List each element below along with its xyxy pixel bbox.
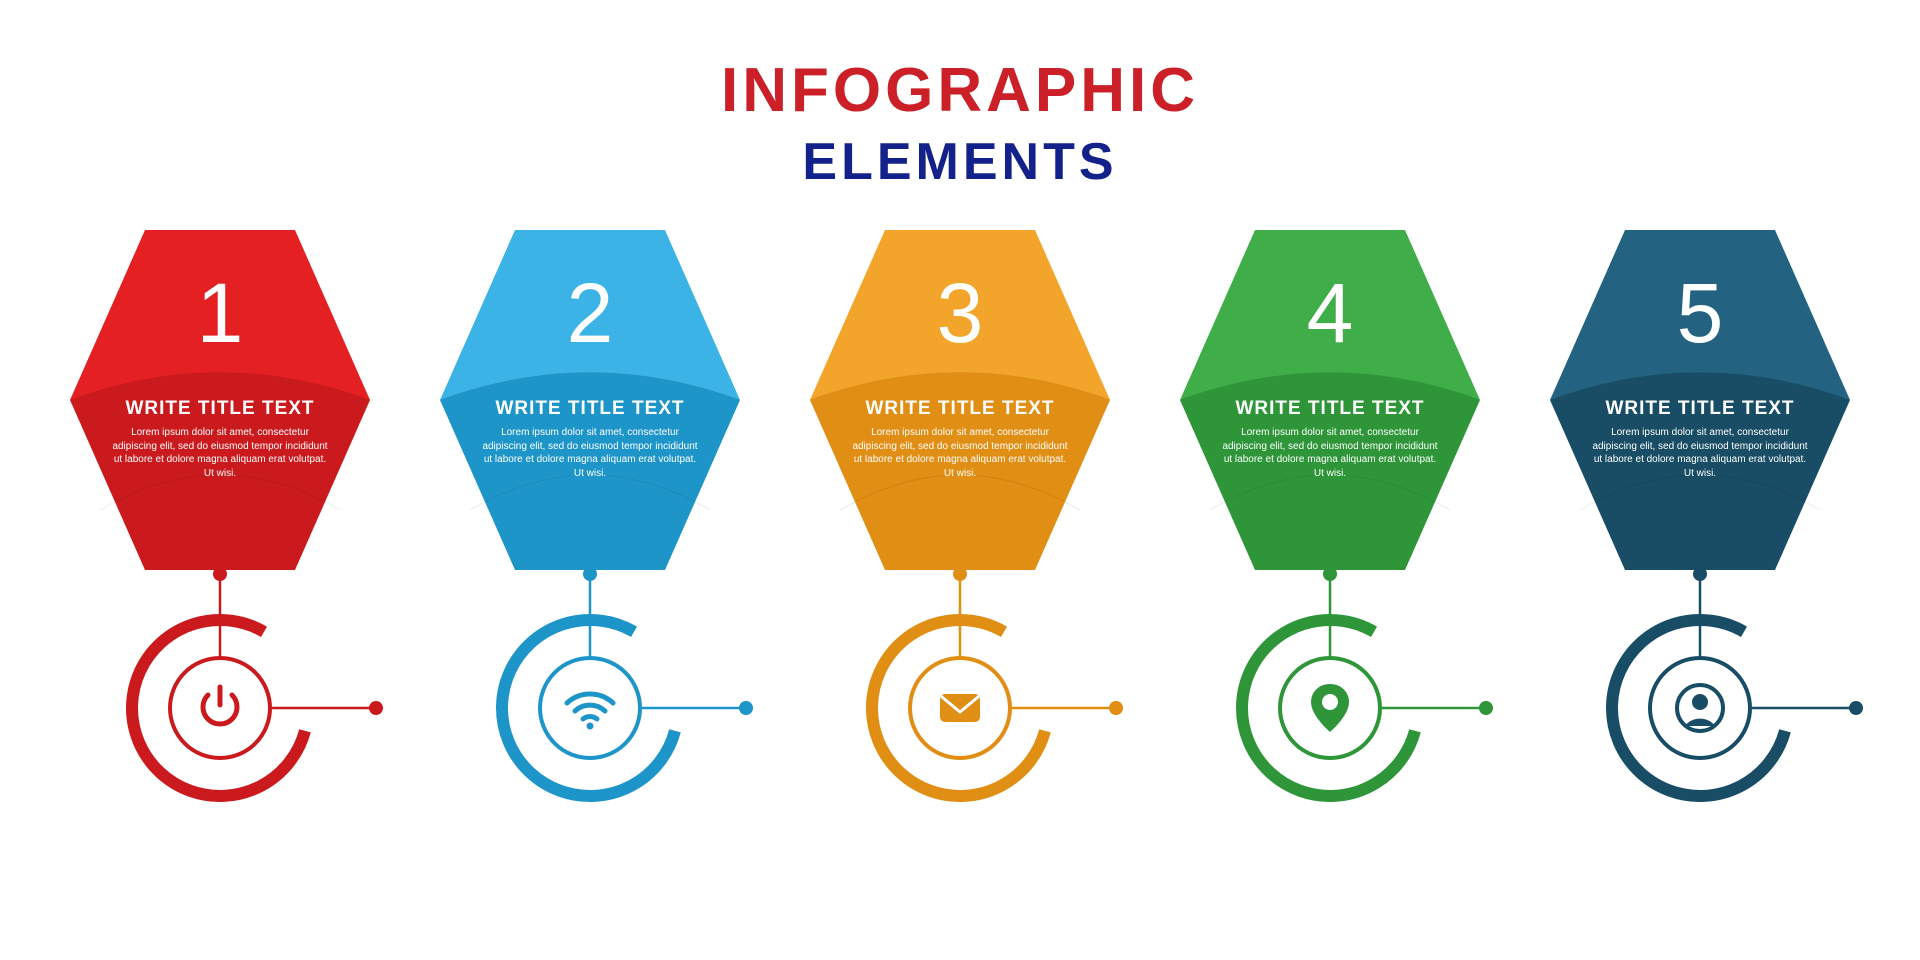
infographic-item: 5 WRITE TITLE TEXT Lorem ipsum dolor sit a… xyxy=(1550,230,1850,828)
hex-number: 3 xyxy=(810,265,1110,362)
hex-number: 1 xyxy=(70,265,370,362)
hex-title: WRITE TITLE TEXT xyxy=(1180,398,1480,420)
hexagon: 2 WRITE TITLE TEXT Lorem ipsum dolor sit a… xyxy=(440,230,740,570)
hex-title: WRITE TITLE TEXT xyxy=(1550,398,1850,420)
connector xyxy=(840,588,1080,828)
hex-number: 2 xyxy=(440,265,740,362)
connector xyxy=(1580,588,1820,828)
hex-number: 4 xyxy=(1180,265,1480,362)
hexagon: 4 WRITE TITLE TEXT Lorem ipsum dolor sit a… xyxy=(1180,230,1480,570)
hex-body: Lorem ipsum dolor sit amet, consectetur … xyxy=(478,426,702,480)
title-line2: ELEMENTS xyxy=(0,132,1920,192)
hexagon: 1 WRITE TITLE TEXT Lorem ipsum dolor sit a… xyxy=(70,230,370,570)
hex-body: Lorem ipsum dolor sit amet, consectetur … xyxy=(1218,426,1442,480)
infographic-item: 3 WRITE TITLE TEXT Lorem ipsum dolor sit a… xyxy=(810,230,1110,828)
hexagon: 5 WRITE TITLE TEXT Lorem ipsum dolor sit a… xyxy=(1550,230,1850,570)
hex-number: 5 xyxy=(1550,265,1850,362)
infographic-item: 1 WRITE TITLE TEXT Lorem ipsum dolor sit a… xyxy=(70,230,370,828)
connector xyxy=(100,588,340,828)
hex-title: WRITE TITLE TEXT xyxy=(810,398,1110,420)
user-icon xyxy=(1673,681,1727,735)
mail-icon xyxy=(932,680,988,736)
hex-body: Lorem ipsum dolor sit amet, consectetur … xyxy=(108,426,332,480)
power-icon xyxy=(193,681,247,735)
pin-icon xyxy=(1305,680,1355,736)
title-line1: INFOGRAPHIC xyxy=(0,55,1920,126)
hexagon: 3 WRITE TITLE TEXT Lorem ipsum dolor sit a… xyxy=(810,230,1110,570)
infographic-item: 4 WRITE TITLE TEXT Lorem ipsum dolor sit a… xyxy=(1180,230,1480,828)
hex-body: Lorem ipsum dolor sit amet, consectetur … xyxy=(1588,426,1812,480)
hex-title: WRITE TITLE TEXT xyxy=(440,398,740,420)
title-block: INFOGRAPHIC ELEMENTS xyxy=(0,55,1920,192)
connector xyxy=(470,588,710,828)
hex-title: WRITE TITLE TEXT xyxy=(70,398,370,420)
infographic-stage: INFOGRAPHIC ELEMENTS 1 WRITE TITLE TEXT Lo… xyxy=(0,0,1920,960)
infographic-item: 2 WRITE TITLE TEXT Lorem ipsum dolor sit a… xyxy=(440,230,740,828)
hex-body: Lorem ipsum dolor sit amet, consectetur … xyxy=(848,426,1072,480)
items-row: 1 WRITE TITLE TEXT Lorem ipsum dolor sit a… xyxy=(0,230,1920,828)
connector xyxy=(1210,588,1450,828)
wifi-icon xyxy=(561,679,619,737)
